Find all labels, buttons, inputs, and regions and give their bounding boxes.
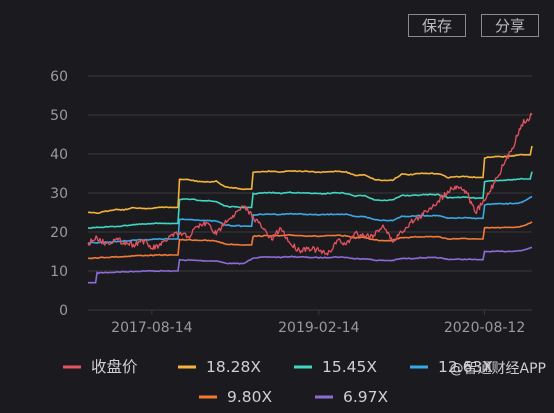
price-line bbox=[87, 112, 533, 256]
series-line bbox=[87, 171, 533, 230]
grid-lines bbox=[88, 75, 532, 311]
x-axis-ticks: 2017-08-14 2019-02-14 2020-08-12 bbox=[111, 310, 525, 336]
y-tick-label: 20 bbox=[50, 225, 68, 241]
save-button[interactable]: 保存 bbox=[408, 14, 466, 37]
y-axis-ticks: 0 10 20 30 40 50 60 bbox=[50, 69, 68, 319]
series-lines bbox=[87, 112, 533, 284]
series-line bbox=[87, 195, 533, 245]
series-line bbox=[87, 145, 533, 215]
legend-label: 18.28X bbox=[206, 358, 261, 376]
y-tick-label: 10 bbox=[50, 264, 68, 280]
share-button[interactable]: 分享 bbox=[481, 14, 539, 37]
legend: 收盘价 18.28X 15.45X 12.63X 9.80X 6.97X bbox=[63, 357, 493, 406]
y-tick-label: 60 bbox=[50, 69, 68, 85]
legend-label: 9.80X bbox=[227, 388, 273, 406]
x-tick-label: 2017-08-14 bbox=[111, 320, 192, 336]
series-line bbox=[87, 221, 533, 260]
x-tick-label: 2020-08-12 bbox=[444, 320, 525, 336]
watermark-text: @智通财经APP bbox=[450, 361, 546, 377]
y-tick-label: 30 bbox=[50, 186, 68, 202]
y-tick-label: 0 bbox=[59, 303, 68, 319]
series-line bbox=[88, 246, 533, 284]
y-tick-label: 40 bbox=[50, 147, 68, 163]
legend-label: 收盘价 bbox=[91, 357, 138, 376]
legend-label: 15.45X bbox=[322, 358, 377, 376]
y-tick-label: 50 bbox=[50, 108, 68, 124]
x-tick-label: 2019-02-14 bbox=[278, 320, 359, 336]
legend-label: 6.97X bbox=[343, 388, 389, 406]
legend-label: 12.63X bbox=[438, 358, 493, 376]
